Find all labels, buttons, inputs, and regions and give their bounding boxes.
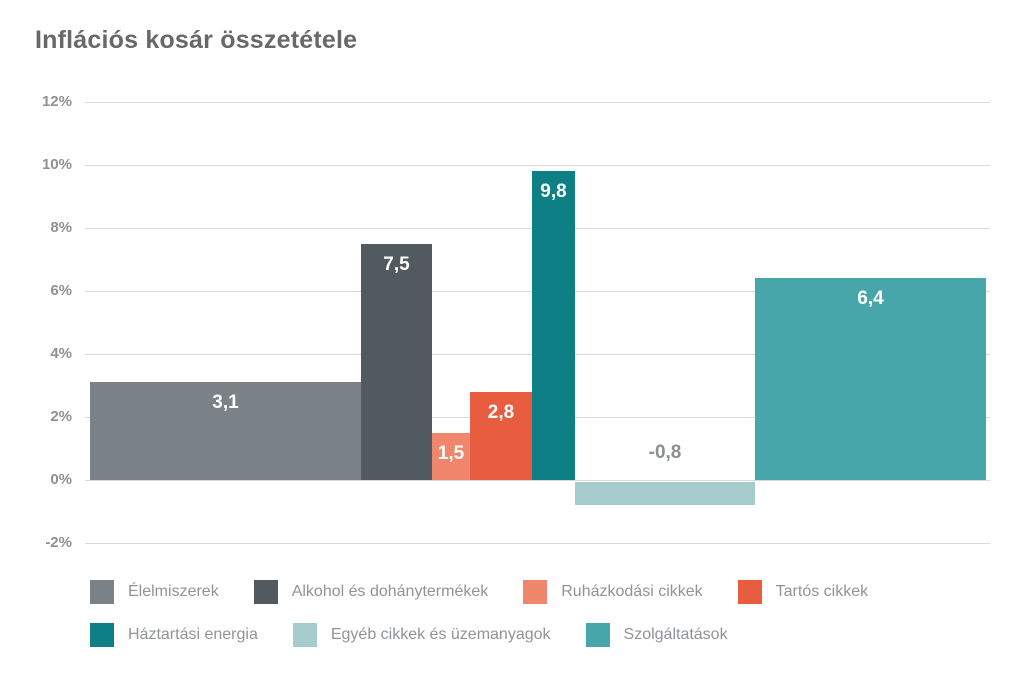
- legend-label: Háztartási energia: [128, 626, 258, 643]
- bar-value-label: 6,4: [857, 288, 884, 310]
- legend-swatch-icon: [90, 623, 114, 647]
- legend-swatch-icon: [737, 580, 762, 604]
- legend-label: Szolgáltatások: [623, 626, 728, 643]
- y-tick-label: -2%: [45, 534, 72, 551]
- legend-row: Háztartási energia Egyéb cikkek és üzeman…: [90, 620, 868, 650]
- plot-area: 3,1 7,5 1,5 2,8 9,8 -0,8 6,4: [85, 102, 990, 544]
- bar: 2,8: [470, 391, 532, 480]
- legend-swatch-icon: [523, 580, 548, 604]
- bar-value-label: 2,8: [487, 401, 515, 423]
- legend-item: Egyéb cikkek és üzemanyagok: [292, 623, 551, 647]
- bar-value-label: 9,8: [540, 181, 567, 203]
- bar-value-label: 3,1: [212, 392, 239, 414]
- legend-label: Tartós cikkek: [775, 583, 869, 600]
- bar: 6,4: [755, 278, 986, 480]
- y-tick-label: 10%: [41, 156, 72, 173]
- legend-item: Alkohol és dohánytermékek: [253, 580, 489, 604]
- y-tick-label: 6%: [50, 282, 72, 299]
- bar: 7,5: [361, 243, 432, 480]
- legend-item: Szolgáltatások: [585, 623, 728, 647]
- legend-label: Élelmiszerek: [128, 583, 219, 600]
- gridline: [85, 165, 990, 166]
- y-tick-label: 2%: [50, 408, 72, 425]
- bar-value-label: 7,5: [383, 253, 410, 275]
- gridline: [85, 543, 990, 544]
- bar-value-label: 1,5: [437, 442, 465, 464]
- legend-swatch-icon: [253, 580, 278, 604]
- bar-value-label: -0,8: [648, 442, 682, 463]
- legend-item: Háztartási energia: [90, 623, 258, 647]
- y-tick-label: 4%: [50, 345, 72, 362]
- chart-title: Inflációs kosár összetétele: [35, 26, 358, 54]
- legend: Élelmiszerek Alkohol és dohánytermékek Ruh…: [90, 577, 868, 663]
- legend-item: Tartós cikkek: [737, 580, 869, 604]
- bar: 9,8: [532, 171, 575, 480]
- legend-label: Alkohol és dohánytermékek: [291, 583, 489, 600]
- legend-label: Egyéb cikkek és üzemanyagok: [330, 626, 551, 643]
- legend-item: Élelmiszerek: [90, 580, 219, 604]
- y-axis: 12% 10% 8% 6% 4% 2% 0% -2%: [0, 93, 72, 551]
- y-tick-label: 0%: [50, 471, 72, 488]
- legend-label: Ruházkodási cikkek: [561, 583, 703, 600]
- y-tick-label: 12%: [41, 93, 72, 110]
- gridline: [85, 480, 990, 481]
- bar: [575, 482, 755, 506]
- bar: 3,1: [90, 382, 361, 480]
- legend-item: Ruházkodási cikkek: [523, 580, 703, 604]
- y-tick-label: 8%: [50, 219, 72, 236]
- legend-swatch-icon: [585, 623, 610, 647]
- legend-swatch-icon: [292, 623, 317, 647]
- gridline: [85, 102, 990, 103]
- legend-swatch-icon: [90, 580, 114, 604]
- legend-row: Élelmiszerek Alkohol és dohánytermékek Ruh…: [90, 577, 868, 607]
- bar: 1,5: [432, 432, 470, 480]
